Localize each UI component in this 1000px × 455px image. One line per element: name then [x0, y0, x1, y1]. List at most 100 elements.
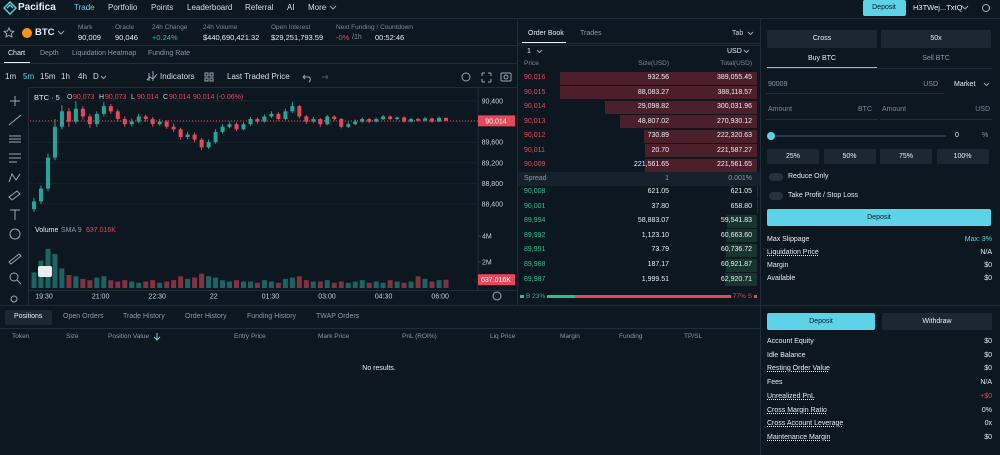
book-price[interactable]: 90,014	[524, 103, 546, 110]
symbol[interactable]: BTC	[35, 27, 55, 38]
preset-button[interactable]	[880, 149, 932, 164]
interval[interactable]: 5m	[23, 72, 35, 81]
positions-tab[interactable]: Open Orders	[63, 313, 104, 320]
column-header[interactable]: Position Value	[108, 333, 150, 340]
book-price[interactable]: 89,992	[524, 231, 546, 239]
info-value: Max: 3%	[964, 236, 992, 243]
buy-tab[interactable]: Buy BTC	[807, 55, 836, 62]
deposit-button[interactable]	[863, 0, 906, 16]
nav-item[interactable]: Trade	[74, 3, 95, 12]
interval[interactable]: 1h	[61, 72, 70, 81]
settings-icon[interactable]	[982, 4, 990, 12]
nav-item[interactable]: Portfolio	[108, 3, 138, 12]
chart-tab[interactable]: Liquidation Heatmap	[72, 50, 137, 57]
price-input-value: 90009	[768, 81, 788, 88]
nav-item[interactable]: Referral	[245, 3, 274, 12]
ohlc-value: 90,014	[137, 94, 159, 101]
candle-body	[276, 113, 281, 120]
info-label: Available	[767, 275, 796, 282]
nav-item[interactable]: Leaderboard	[187, 3, 233, 12]
chart-tab[interactable]: Depth	[40, 50, 59, 57]
book-price[interactable]: 90,013	[524, 117, 546, 125]
brand[interactable]: Pacifica	[18, 2, 56, 13]
book-price[interactable]: 89,994	[524, 217, 546, 225]
preset-button[interactable]	[823, 149, 876, 164]
interval[interactable]: D	[93, 72, 99, 81]
account-value: $0	[984, 433, 992, 441]
nav-item[interactable]: Points	[151, 3, 174, 12]
book-total: 658.80	[730, 202, 752, 210]
book-total: 62,920.71	[720, 275, 752, 283]
stat-value: +0.24%	[152, 33, 178, 42]
book-price[interactable]: 90,016	[524, 74, 546, 81]
volume-bar	[429, 281, 435, 288]
funding-rate: -0%	[336, 33, 350, 42]
account-withdraw[interactable]	[882, 313, 992, 330]
volume-bar	[282, 278, 288, 288]
order-type-caret[interactable]	[983, 82, 990, 87]
price-input[interactable]	[766, 76, 944, 94]
toggle-switch[interactable]	[769, 192, 783, 200]
positions-tab[interactable]: Positions	[14, 313, 43, 320]
book-price[interactable]: 90,009	[524, 161, 546, 168]
margin-mode-button[interactable]	[767, 30, 877, 48]
y-tick-label: 88,800	[482, 181, 504, 188]
book-currency[interactable]: USD	[727, 48, 742, 55]
candle-body	[32, 201, 36, 210]
sell-tab[interactable]: Sell BTC	[922, 55, 950, 62]
book-size: 621.05	[647, 188, 669, 195]
chart-tab[interactable]: Funding Rate	[148, 50, 191, 57]
preset-button[interactable]	[767, 149, 819, 164]
volume-bar	[199, 273, 205, 288]
nav-item[interactable]: AI	[287, 3, 295, 12]
order-type[interactable]: Market	[954, 81, 976, 88]
sort-icon[interactable]	[153, 333, 161, 341]
nav-item[interactable]: More	[308, 3, 327, 12]
volume-bar	[310, 281, 316, 288]
candle-body	[388, 116, 393, 120]
book-price[interactable]: 89,991	[524, 246, 546, 254]
positions-tab[interactable]: Trade History	[123, 313, 165, 320]
preset-button[interactable]	[936, 149, 989, 164]
interval[interactable]: 1m	[5, 72, 17, 81]
chart-tab[interactable]: Chart	[8, 50, 26, 57]
book-price[interactable]: 89,987	[524, 275, 546, 283]
ohlc-value: 90,014	[169, 94, 191, 101]
book-view[interactable]: Tab	[732, 30, 744, 37]
book-price[interactable]: 90,011	[524, 146, 545, 154]
volume-sma: SMA 9	[61, 227, 82, 234]
book-price[interactable]: 90,001	[524, 202, 546, 210]
candle-body	[45, 157, 50, 189]
depth-bar	[726, 258, 757, 272]
book-price[interactable]: 90,008	[524, 188, 546, 195]
deposit-submit[interactable]	[767, 209, 991, 226]
book-tab[interactable]: Order Book	[528, 30, 564, 37]
volume-bar	[150, 280, 156, 288]
volume-bar	[164, 281, 170, 288]
account-deposit[interactable]	[767, 313, 875, 330]
positions-tab[interactable]: Funding History	[247, 313, 297, 320]
book-tab[interactable]: Trades	[580, 30, 602, 37]
tick-size[interactable]: 1	[527, 48, 531, 55]
amount-input[interactable]	[766, 102, 878, 120]
wallet-caret[interactable]	[961, 5, 969, 10]
price-source[interactable]: Last Traded Price	[227, 72, 290, 81]
interval[interactable]: 4h	[78, 72, 87, 81]
toggle-switch[interactable]	[769, 173, 783, 181]
book-price[interactable]: 90,015	[524, 88, 546, 96]
interval[interactable]: 15m	[40, 72, 56, 81]
y-tick-label: 89,200	[482, 160, 504, 167]
wallet-address[interactable]: H3TWej...TxtQ	[913, 3, 963, 12]
last-volume-label: 637.016K	[481, 277, 511, 284]
indicators-button[interactable]: Indicators	[160, 72, 195, 81]
column-header: Token	[12, 333, 30, 340]
positions-tab[interactable]: Order History	[185, 313, 227, 320]
leverage-button[interactable]	[881, 30, 991, 48]
positions-tab[interactable]: TWAP Orders	[316, 313, 360, 320]
volume-bar	[192, 277, 198, 288]
book-price[interactable]: 89,988	[524, 261, 546, 268]
amount-input[interactable]	[880, 102, 992, 120]
active-positions-tab[interactable]	[5, 310, 52, 325]
slider-handle[interactable]	[767, 132, 775, 140]
book-price[interactable]: 90,012	[524, 132, 546, 139]
